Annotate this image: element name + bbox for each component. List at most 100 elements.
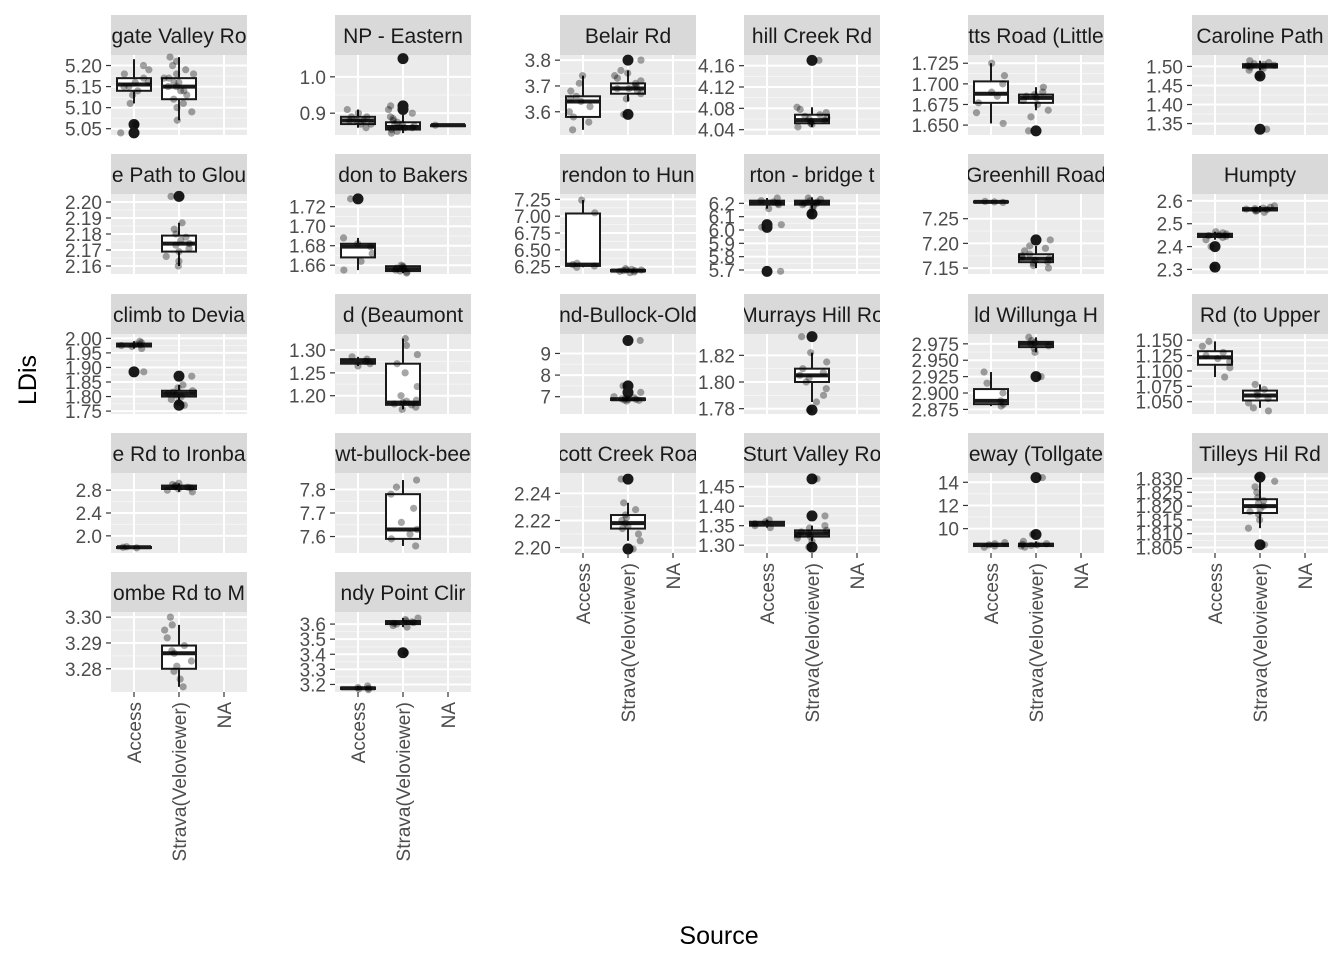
data-point: [401, 615, 410, 624]
facet-strip-label: tts Road (Little: [968, 25, 1103, 48]
y-tick-label: 3.2: [300, 675, 326, 696]
data-point: [352, 116, 361, 125]
data-point: [991, 542, 999, 550]
facet-panel: rendon to Hun 6.256.506.757.007.25: [514, 154, 696, 279]
data-point: [822, 526, 831, 534]
facet-strip-label: climb to Devia: [113, 304, 245, 327]
data-point: [414, 614, 422, 622]
data-point: [1250, 60, 1258, 68]
y-tick-label: 2.975: [911, 335, 959, 356]
facet-panel: wt-bullock-bee 7.6 7.7 7.8: [300, 433, 471, 553]
data-point: [413, 382, 421, 391]
y-tick-label: 5.15: [65, 78, 102, 99]
data-point: [397, 518, 405, 527]
facet-strip: [560, 15, 696, 55]
data-point: [408, 124, 416, 132]
data-point: [392, 264, 401, 272]
y-tick-label: 4.12: [698, 78, 735, 99]
data-point: [174, 384, 182, 392]
data-point: [1222, 232, 1230, 240]
data-point: [637, 388, 645, 396]
facet-strip: [744, 15, 880, 55]
data-point: [805, 543, 813, 551]
data-point: [1252, 207, 1260, 215]
data-point: [821, 512, 829, 520]
data-point: [354, 109, 363, 117]
facet-panel: Sturt Valley Ro 1.301.351.401.45: [698, 433, 880, 557]
y-tick-label: 5.20: [65, 57, 102, 78]
data-point: [387, 102, 395, 110]
y-tick-label: 1.95: [65, 344, 102, 365]
x-tick-label: NA: [848, 563, 869, 590]
y-tick-label: 2.925: [911, 368, 959, 389]
data-point: [572, 92, 580, 100]
data-point: [120, 82, 128, 91]
outlier-point: [128, 118, 140, 130]
facet-strip-label: Greenhill Road: [966, 164, 1106, 187]
data-point: [1033, 541, 1041, 549]
data-point: [815, 56, 823, 64]
data-point: [774, 199, 782, 207]
y-tick-label: 3.6: [300, 615, 326, 636]
outlier-point: [397, 647, 409, 659]
data-point: [386, 113, 395, 121]
data-point: [757, 197, 765, 205]
facet-panel: d (Beaumont 1.201.251.30: [289, 294, 471, 414]
data-point: [144, 78, 152, 86]
facet-strip-label: Belair Rd: [585, 25, 671, 48]
outlier-point: [397, 53, 409, 65]
data-point: [1219, 233, 1227, 242]
data-point: [578, 72, 587, 80]
y-tick-label: 1.90: [65, 358, 102, 379]
data-point: [807, 349, 815, 357]
data-point: [185, 244, 193, 252]
facet-strip: [111, 15, 247, 55]
outlier-point: [1030, 472, 1042, 484]
facet-strip: [744, 433, 880, 473]
data-point: [348, 353, 356, 361]
y-tick-label: 2.18: [65, 225, 102, 246]
data-point: [1045, 255, 1053, 263]
y-tick-label: 3.6: [525, 103, 551, 124]
data-point: [187, 484, 195, 492]
data-point: [626, 269, 634, 277]
data-point: [384, 105, 393, 114]
data-point: [347, 195, 355, 203]
data-point: [805, 524, 814, 532]
data-point: [354, 683, 362, 692]
data-point: [634, 530, 643, 538]
data-point: [355, 685, 363, 693]
data-point: [1215, 231, 1223, 239]
data-point: [1043, 258, 1052, 266]
facet-strip: [335, 572, 471, 612]
y-tick-label: 6.75: [514, 224, 551, 245]
data-point: [624, 522, 632, 530]
data-point: [364, 686, 373, 694]
y-tick-label: 5.05: [65, 120, 102, 141]
y-tick-label: 5.8: [709, 248, 735, 269]
data-point: [128, 342, 136, 351]
data-point: [131, 340, 140, 348]
data-point: [354, 240, 362, 248]
facet-strip-label: wt-bullock-bee: [334, 443, 470, 466]
facet-strip-label: don to Bakers: [338, 164, 468, 187]
data-point: [389, 115, 397, 123]
y-tick-label: 2.950: [911, 351, 959, 372]
facet-strip-label: Murrays Hill Ro: [740, 304, 884, 327]
data-point: [630, 268, 638, 276]
data-point: [618, 524, 626, 533]
data-point: [805, 529, 813, 538]
data-point: [182, 66, 190, 74]
data-point: [412, 476, 421, 484]
facet-strip: [968, 154, 1104, 194]
data-point: [591, 209, 599, 217]
data-point: [132, 120, 140, 129]
data-point: [354, 362, 362, 370]
data-point: [364, 682, 372, 690]
y-tick-label: 2.17: [65, 241, 102, 262]
data-point: [1029, 262, 1037, 270]
facet-strip-label: rton - bridge t: [750, 164, 875, 187]
data-point: [1260, 541, 1269, 549]
data-point: [751, 522, 759, 530]
data-point: [1260, 208, 1268, 216]
